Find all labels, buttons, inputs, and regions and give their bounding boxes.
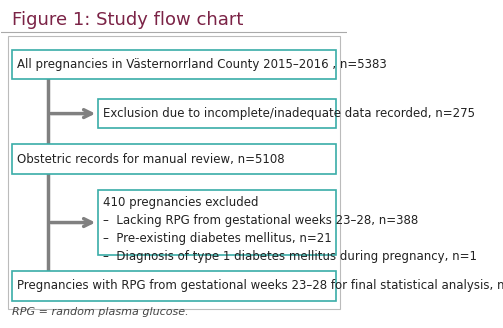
- FancyBboxPatch shape: [98, 190, 337, 255]
- FancyBboxPatch shape: [8, 35, 340, 309]
- Text: Pregnancies with RPG from gestational weeks 23–28 for final statistical analysis: Pregnancies with RPG from gestational we…: [17, 279, 503, 293]
- Text: RPG = random plasma glucose.: RPG = random plasma glucose.: [12, 307, 188, 317]
- Text: Exclusion due to incomplete/inadequate data recorded, n=275: Exclusion due to incomplete/inadequate d…: [103, 107, 475, 120]
- FancyBboxPatch shape: [12, 50, 337, 79]
- Text: Obstetric records for manual review, n=5108: Obstetric records for manual review, n=5…: [17, 153, 285, 166]
- FancyBboxPatch shape: [98, 99, 337, 128]
- Text: 410 pregnancies excluded
–  Lacking RPG from gestational weeks 23–28, n=388
–  P: 410 pregnancies excluded – Lacking RPG f…: [103, 196, 477, 263]
- FancyBboxPatch shape: [12, 271, 337, 300]
- FancyBboxPatch shape: [12, 145, 337, 174]
- Text: All pregnancies in Västernorrland County 2015–2016 , n=5383: All pregnancies in Västernorrland County…: [17, 58, 387, 71]
- Text: Figure 1: Study flow chart: Figure 1: Study flow chart: [12, 11, 243, 29]
